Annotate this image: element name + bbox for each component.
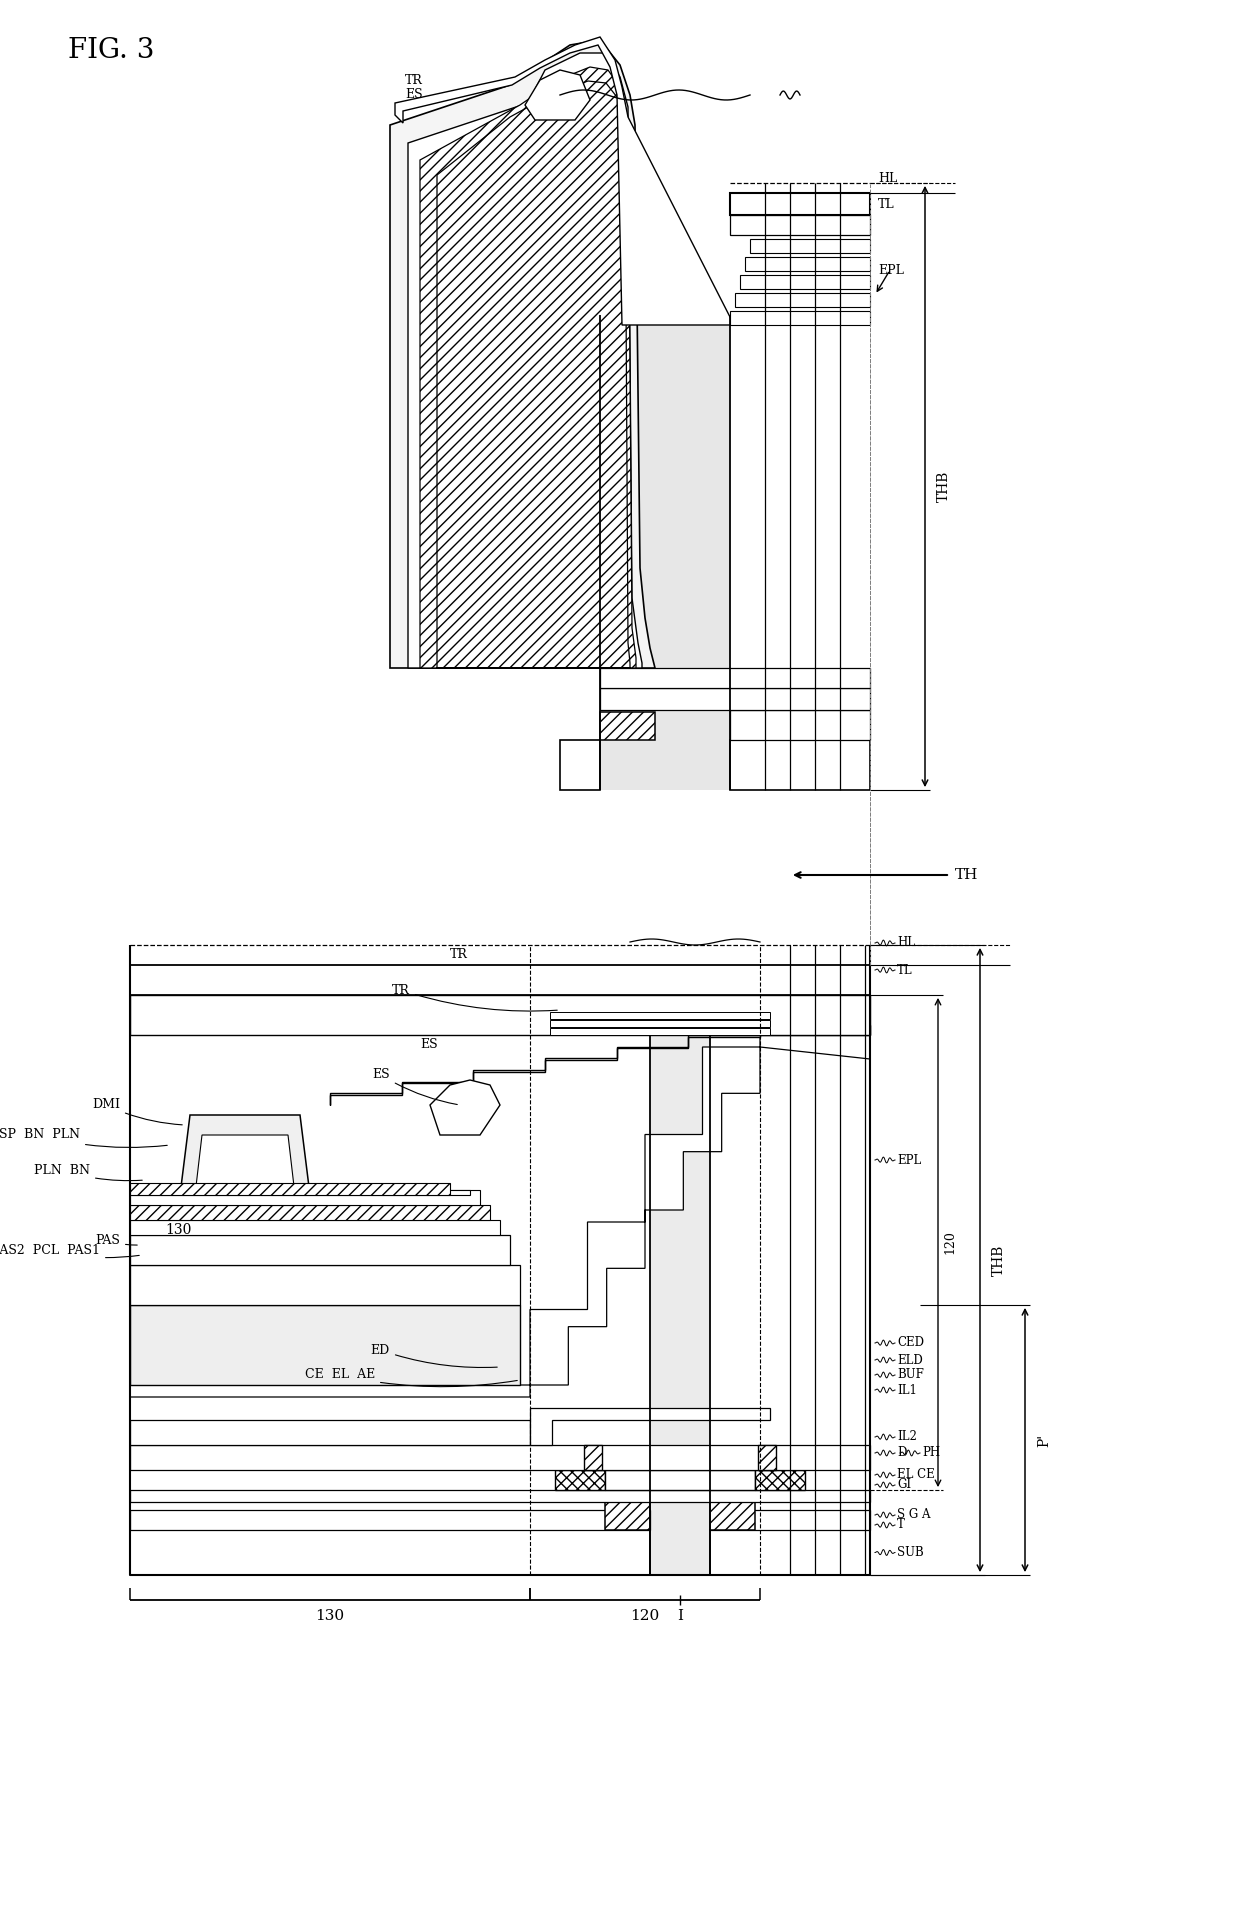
Polygon shape	[130, 994, 870, 1034]
Text: TR: TR	[450, 949, 467, 962]
Polygon shape	[391, 40, 655, 669]
Text: DMI: DMI	[92, 1099, 182, 1124]
Text: I: I	[677, 1610, 683, 1623]
Polygon shape	[130, 1034, 870, 1446]
Text: HL: HL	[897, 937, 915, 949]
Text: IL2: IL2	[897, 1431, 916, 1444]
Text: T: T	[897, 1518, 905, 1532]
Text: TL: TL	[878, 198, 894, 210]
Text: SUB: SUB	[897, 1547, 924, 1558]
Text: 130: 130	[165, 1223, 191, 1236]
Text: ES: ES	[405, 88, 423, 101]
Polygon shape	[745, 257, 870, 271]
Polygon shape	[195, 1135, 295, 1194]
Text: CE  EL  AE: CE EL AE	[305, 1368, 517, 1387]
Polygon shape	[730, 311, 870, 326]
Polygon shape	[711, 1511, 870, 1530]
Polygon shape	[130, 1446, 870, 1471]
Text: THB: THB	[937, 471, 951, 503]
Text: CED: CED	[897, 1337, 924, 1349]
Polygon shape	[180, 1114, 310, 1194]
Polygon shape	[529, 1408, 770, 1446]
Polygon shape	[735, 293, 870, 307]
Polygon shape	[420, 67, 636, 669]
Text: PLN  BN: PLN BN	[33, 1164, 143, 1181]
Polygon shape	[560, 739, 600, 791]
Polygon shape	[396, 36, 870, 326]
Text: 120: 120	[942, 1231, 956, 1253]
Polygon shape	[730, 739, 870, 791]
Polygon shape	[730, 711, 870, 739]
Text: D: D	[897, 1446, 906, 1459]
Text: TR: TR	[392, 983, 557, 1012]
Polygon shape	[130, 1206, 490, 1219]
Polygon shape	[556, 1471, 605, 1490]
Polygon shape	[755, 1471, 805, 1490]
Text: 130: 130	[315, 1610, 345, 1623]
Polygon shape	[130, 1183, 450, 1194]
Polygon shape	[130, 1530, 650, 1575]
Polygon shape	[330, 1025, 870, 1105]
Polygon shape	[600, 712, 655, 739]
Polygon shape	[430, 1080, 500, 1135]
Text: HL: HL	[878, 171, 898, 185]
Text: PH: PH	[923, 1446, 940, 1459]
Polygon shape	[711, 1501, 755, 1530]
Text: P': P'	[1037, 1433, 1052, 1446]
Polygon shape	[130, 1490, 870, 1501]
Polygon shape	[605, 1501, 650, 1530]
Text: GI: GI	[897, 1478, 911, 1492]
Polygon shape	[750, 238, 870, 253]
Polygon shape	[600, 688, 870, 711]
Polygon shape	[551, 1012, 770, 1019]
Text: TL: TL	[897, 964, 913, 977]
Polygon shape	[551, 1019, 770, 1027]
Text: EPL: EPL	[897, 1154, 921, 1166]
Text: TH: TH	[955, 869, 978, 882]
Polygon shape	[600, 314, 730, 791]
Polygon shape	[730, 192, 870, 215]
Text: ES: ES	[372, 1069, 458, 1105]
Polygon shape	[130, 1234, 510, 1265]
Text: THB: THB	[992, 1244, 1006, 1276]
Text: PAS2  PCL  PAS1: PAS2 PCL PAS1	[0, 1244, 139, 1257]
Polygon shape	[711, 1530, 870, 1575]
Text: IL1: IL1	[897, 1383, 916, 1396]
Polygon shape	[551, 1029, 770, 1034]
Polygon shape	[758, 1446, 776, 1471]
Polygon shape	[130, 1191, 480, 1206]
Text: ED: ED	[371, 1343, 497, 1368]
Polygon shape	[584, 1446, 601, 1471]
Polygon shape	[130, 1419, 529, 1446]
Text: TR: TR	[405, 74, 423, 86]
Text: EPL: EPL	[878, 263, 904, 276]
Text: EL CE: EL CE	[897, 1469, 935, 1482]
Polygon shape	[130, 1305, 520, 1385]
Polygon shape	[730, 215, 870, 234]
Polygon shape	[600, 669, 870, 688]
Text: FIG. 3: FIG. 3	[68, 36, 154, 63]
Text: BUF: BUF	[897, 1368, 924, 1381]
Polygon shape	[605, 1471, 755, 1490]
Polygon shape	[408, 53, 642, 669]
Polygon shape	[740, 274, 870, 290]
Polygon shape	[130, 1265, 520, 1305]
Polygon shape	[525, 70, 590, 120]
Text: ELD: ELD	[897, 1353, 923, 1366]
Polygon shape	[130, 1511, 650, 1530]
Text: 120: 120	[630, 1610, 660, 1623]
Text: PAS: PAS	[95, 1234, 138, 1246]
Text: SP  BN  PLN: SP BN PLN	[0, 1128, 167, 1147]
Polygon shape	[130, 966, 870, 994]
Text: S G A: S G A	[897, 1509, 930, 1522]
Polygon shape	[650, 1034, 711, 1575]
Text: ES: ES	[420, 1038, 438, 1052]
Polygon shape	[130, 1191, 470, 1194]
Polygon shape	[130, 1219, 500, 1234]
